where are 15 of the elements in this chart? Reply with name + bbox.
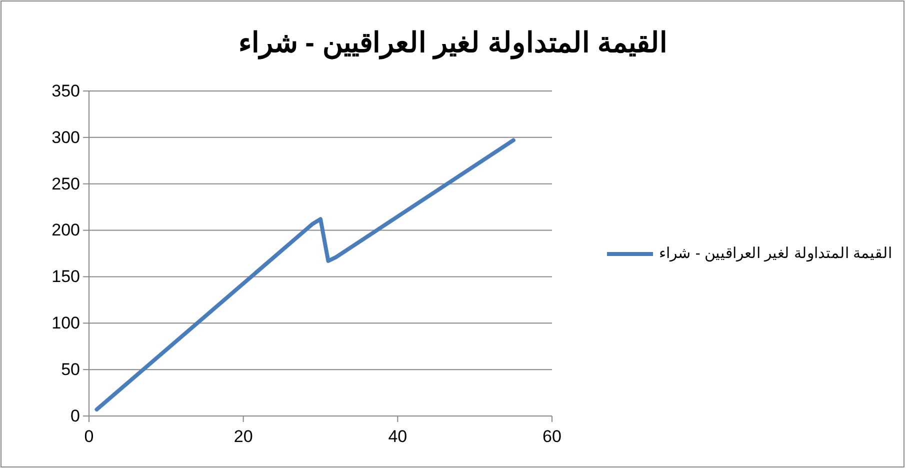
y-tick-label: 250 (52, 174, 80, 194)
x-tick-label: 0 (84, 427, 94, 446)
y-tick-label: 200 (52, 220, 80, 240)
x-tick-label: 60 (542, 427, 562, 446)
y-tick-label: 100 (52, 314, 80, 333)
line-series (94, 138, 516, 412)
y-tick-label: 0 (70, 406, 80, 426)
y-tick-label: 50 (61, 360, 80, 380)
y-tick-label: 300 (52, 128, 80, 147)
y-tick-label: 150 (52, 267, 80, 286)
x-tick-label: 20 (234, 427, 253, 446)
legend-label: القيمة المتداولة لغير العراقيين - شراء (659, 244, 892, 264)
y-tick-label: 350 (52, 81, 80, 100)
chart-title: القيمة المتداولة لغير العراقيين - شراء (238, 27, 668, 60)
x-tick-label: 40 (388, 427, 408, 446)
